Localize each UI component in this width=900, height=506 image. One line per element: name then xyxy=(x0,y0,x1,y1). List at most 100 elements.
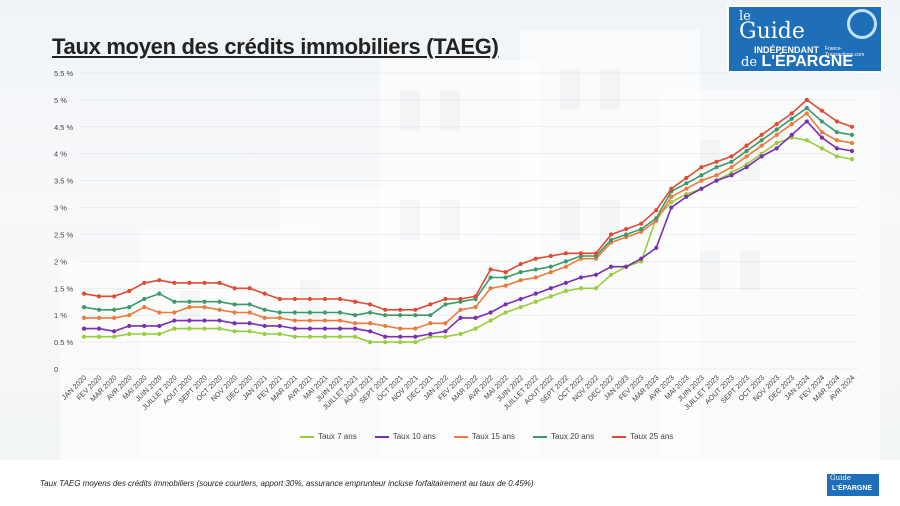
data-point xyxy=(729,154,734,159)
data-point xyxy=(834,130,840,135)
data-point xyxy=(563,264,568,269)
series-line xyxy=(83,106,853,317)
data-point xyxy=(518,278,523,283)
data-point xyxy=(654,208,659,213)
data-point xyxy=(774,127,779,132)
data-point xyxy=(262,315,267,320)
data-point xyxy=(669,205,674,210)
data-point xyxy=(187,299,192,304)
data-point xyxy=(413,339,418,345)
footer-note: Taux TAEG moyens des crédits immobiliers… xyxy=(40,479,534,488)
data-point xyxy=(488,286,493,291)
data-point xyxy=(443,334,448,339)
data-point xyxy=(608,264,614,269)
y-tick-label: 3.5 % xyxy=(54,177,74,186)
data-point xyxy=(202,318,207,323)
legend-swatch xyxy=(374,435,389,438)
data-point xyxy=(157,331,162,337)
data-point xyxy=(503,283,508,288)
data-point xyxy=(127,305,132,310)
data-point xyxy=(96,326,102,331)
data-point xyxy=(458,307,463,312)
data-point xyxy=(383,307,388,312)
data-point xyxy=(307,318,312,323)
data-point xyxy=(684,175,689,181)
data-point xyxy=(352,321,358,326)
data-point xyxy=(127,313,132,318)
data-point xyxy=(172,299,177,304)
data-point xyxy=(247,302,252,307)
data-point xyxy=(593,272,599,277)
data-point xyxy=(548,264,553,269)
data-point xyxy=(729,173,734,178)
data-point xyxy=(142,331,147,337)
data-point xyxy=(578,251,584,256)
data-point xyxy=(202,280,207,285)
data-point xyxy=(277,315,282,320)
data-point xyxy=(292,310,297,315)
series-taux-15-ans xyxy=(81,111,855,331)
data-point xyxy=(172,310,177,315)
data-point xyxy=(81,326,87,331)
data-point xyxy=(398,326,403,331)
data-point xyxy=(202,326,207,331)
data-point xyxy=(849,124,855,129)
data-point xyxy=(292,318,297,323)
y-axis: 0 0.5 % 1 % 1.5 % 2 % 2.5 % 3 % 3.5 % 4 % 4.5 % 5 … xyxy=(54,69,74,374)
data-point xyxy=(684,181,689,186)
data-point xyxy=(81,291,87,296)
data-point xyxy=(81,334,87,339)
data-point xyxy=(563,280,568,285)
data-point xyxy=(759,154,764,159)
data-point xyxy=(187,318,192,323)
data-point xyxy=(819,135,824,140)
data-point xyxy=(819,119,824,124)
data-point xyxy=(307,334,312,339)
data-point xyxy=(322,310,328,315)
data-point xyxy=(849,132,855,137)
data-point xyxy=(307,296,312,302)
legend-swatch xyxy=(300,435,314,438)
data-point xyxy=(639,226,644,232)
data-point xyxy=(217,318,222,323)
series-lines xyxy=(81,97,855,345)
data-point xyxy=(789,111,794,116)
data-point xyxy=(172,318,177,323)
data-point xyxy=(759,138,764,143)
data-point xyxy=(81,305,87,310)
data-point xyxy=(127,323,132,329)
data-point xyxy=(578,286,584,291)
data-point xyxy=(142,296,147,302)
data-point xyxy=(503,275,508,280)
data-point xyxy=(307,326,312,331)
legend-item: Taux 10 ans xyxy=(374,432,436,441)
data-point xyxy=(548,286,553,291)
data-point xyxy=(699,178,704,183)
data-point xyxy=(804,111,809,116)
data-point xyxy=(247,310,252,315)
legend-swatch xyxy=(532,435,547,438)
data-point xyxy=(744,154,749,159)
data-point xyxy=(699,186,704,191)
data-point xyxy=(307,310,312,315)
data-point xyxy=(187,326,192,331)
data-point xyxy=(669,200,674,205)
data-point xyxy=(518,296,523,302)
gridlines xyxy=(80,72,858,370)
series-line xyxy=(84,112,853,330)
data-point xyxy=(774,122,779,127)
y-tick-label: 4 % xyxy=(54,150,67,159)
data-point xyxy=(714,159,719,164)
y-tick-label: 0.5 % xyxy=(54,338,74,347)
legend-item: Taux 20 ans xyxy=(532,432,594,441)
data-point xyxy=(654,245,659,251)
data-point xyxy=(428,321,433,326)
data-point xyxy=(608,232,614,237)
data-point xyxy=(834,119,840,124)
data-point xyxy=(428,313,433,318)
data-point xyxy=(518,261,523,267)
data-point xyxy=(533,275,538,280)
data-point xyxy=(443,302,448,307)
data-point xyxy=(834,138,840,143)
